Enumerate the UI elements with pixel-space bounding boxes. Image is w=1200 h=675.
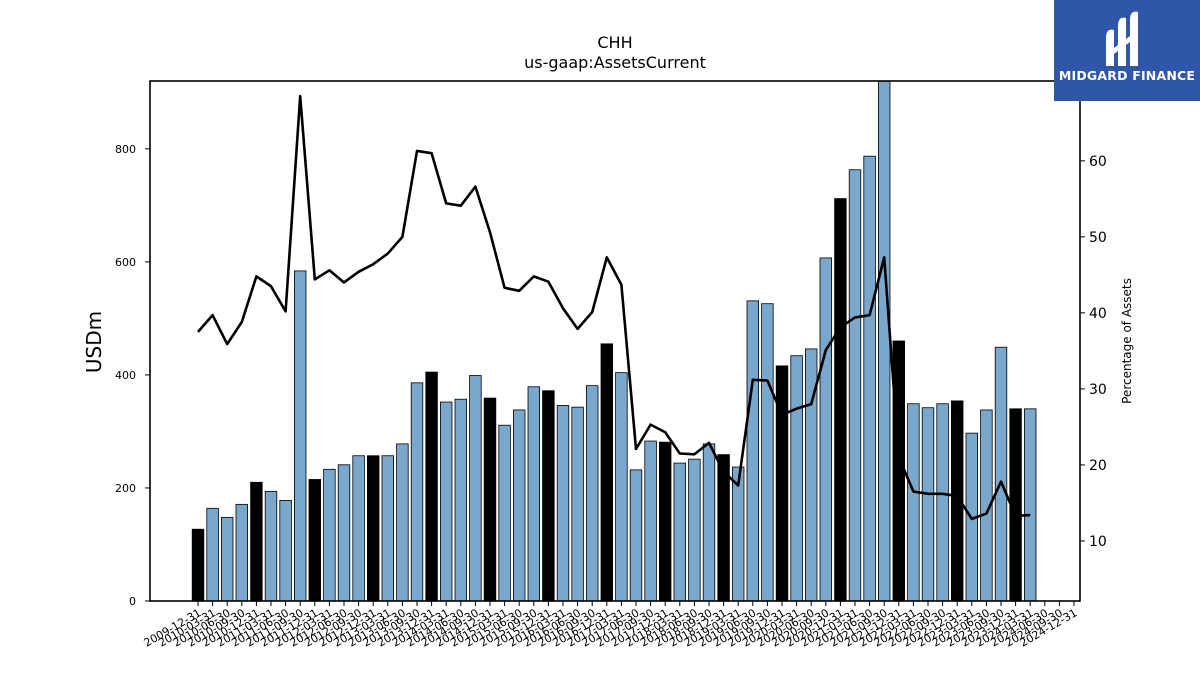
chart-subtitle: us-gaap:AssetsCurrent <box>524 53 706 72</box>
bar-2009-12-31 <box>191 528 205 601</box>
bars-group <box>191 81 1037 601</box>
bar-2021-09-30 <box>878 81 891 601</box>
bar-2018-03-31 <box>673 462 687 601</box>
bar-2020-06-30 <box>805 348 818 601</box>
bar-2011-09-30 <box>293 270 307 601</box>
bar-2023-09-30 <box>994 346 1008 601</box>
bar-2021-12-31 <box>892 340 906 601</box>
plot-frame <box>149 80 1081 602</box>
bar-2019-03-31 <box>732 466 745 601</box>
bar-2019-09-30 <box>761 303 774 601</box>
bar-2012-03-31 <box>323 468 336 601</box>
bar-2016-03-31 <box>556 405 570 601</box>
brand-name: MIDGARD FINANCE <box>1058 68 1196 83</box>
bar-2014-03-31 <box>439 401 453 601</box>
y-tick-label: 800 <box>115 143 136 156</box>
y2-tick-label: 40 <box>1089 306 1107 322</box>
bar-2012-09-30 <box>352 455 365 601</box>
bar-2017-06-30 <box>629 469 643 601</box>
bar-2018-06-30 <box>688 458 701 601</box>
bar-2010-03-31 <box>206 507 219 601</box>
bar-2016-06-30 <box>571 406 584 601</box>
bar-2010-06-30 <box>220 516 234 601</box>
y2-tick-label: 30 <box>1089 382 1107 398</box>
chart-title: CHH <box>597 33 632 52</box>
bar-2022-03-31 <box>907 403 920 601</box>
y-tick-label: 200 <box>115 482 136 495</box>
y-tick-label: 0 <box>129 595 136 608</box>
y2-axis-label: Percentage of Assets <box>1120 278 1134 404</box>
y2-tick-label: 60 <box>1089 154 1107 170</box>
bar-2022-06-30 <box>921 407 935 601</box>
bar-2015-12-31 <box>542 390 555 601</box>
percentage-line <box>197 94 1031 521</box>
bar-2011-12-31 <box>308 479 322 601</box>
bar-2018-09-30 <box>702 443 716 601</box>
bar-2019-12-31 <box>775 365 789 601</box>
y2-tick-label: 50 <box>1089 230 1107 246</box>
line-group <box>197 94 1031 521</box>
y-axis-left: 0 200 400 600 800 <box>115 143 150 608</box>
bar-2020-12-31 <box>834 198 847 601</box>
bar-2012-12-31 <box>366 455 380 601</box>
y2-tick-label: 20 <box>1089 458 1107 474</box>
bar-2019-06-30 <box>746 300 760 601</box>
bar-2017-09-30 <box>644 440 657 601</box>
bar-2013-12-31 <box>425 371 438 601</box>
bar-2017-12-31 <box>659 441 672 601</box>
bar-2020-09-30 <box>819 257 833 601</box>
bar-2014-09-30 <box>469 375 482 601</box>
bar-2021-03-31 <box>848 169 862 601</box>
y2-tick-label: 10 <box>1089 534 1107 550</box>
bar-2016-09-30 <box>586 385 599 601</box>
bar-2016-12-31 <box>600 343 614 601</box>
bar-2024-03-31 <box>1024 408 1037 601</box>
bar-2014-12-31 <box>483 397 497 601</box>
bar-2015-03-31 <box>498 424 511 601</box>
bar-2013-09-30 <box>410 382 424 601</box>
midgard-finance-logo-icon <box>1106 11 1138 66</box>
bar-2015-06-30 <box>513 409 526 601</box>
y-tick-label: 600 <box>115 256 136 269</box>
brand-logo: MIDGARD FINANCE <box>1054 0 1200 101</box>
bar-2015-09-30 <box>527 386 541 601</box>
bar-2010-09-30 <box>235 503 249 601</box>
bar-2013-03-31 <box>381 455 395 601</box>
bar-2017-03-31 <box>615 372 628 601</box>
bar-2022-12-31 <box>951 400 964 601</box>
bar-2010-12-31 <box>250 481 263 601</box>
bar-2021-06-30 <box>863 155 876 601</box>
y-tick-label: 400 <box>115 369 136 382</box>
y-axis-right: 10 20 30 40 50 60 <box>1080 154 1107 550</box>
bar-2012-06-30 <box>337 464 351 601</box>
bar-2020-03-31 <box>790 355 803 601</box>
y-axis-label: USDm <box>82 311 106 373</box>
bar-2011-03-31 <box>264 490 278 601</box>
bar-2014-06-30 <box>454 398 468 601</box>
bar-2022-09-30 <box>936 403 949 601</box>
bar-2011-06-30 <box>279 499 292 601</box>
bar-2013-06-30 <box>396 443 409 601</box>
x-axis: 2009-12-312010-03-312010-06-302010-09-30… <box>142 601 1080 650</box>
